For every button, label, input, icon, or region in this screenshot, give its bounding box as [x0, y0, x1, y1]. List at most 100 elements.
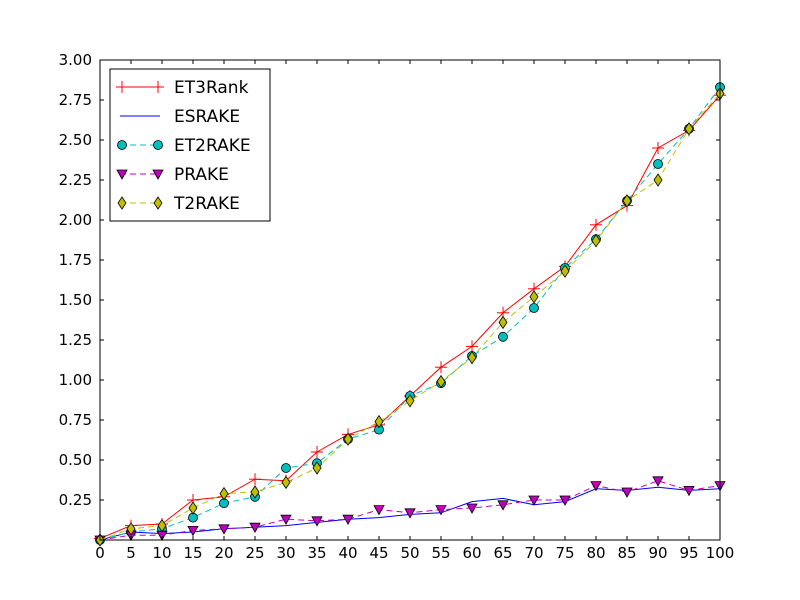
x-tick-label: 65 [493, 544, 512, 562]
x-tick-label: 40 [338, 544, 357, 562]
data-point-t2rake [405, 394, 415, 408]
data-point-prake [559, 495, 571, 506]
y-tick-label: 2.25 [59, 171, 92, 189]
legend-label: PRAKE [174, 165, 229, 185]
data-point-t2rake [126, 522, 136, 536]
legend-item-et3rank: ET3Rank [116, 78, 249, 98]
y-tick-label: 1.50 [59, 291, 92, 309]
y-tick-label: 1.75 [59, 251, 92, 269]
x-tick-label: 35 [307, 544, 326, 562]
x-tick-label: 5 [126, 544, 136, 562]
data-point-et3rank [652, 142, 664, 154]
data-point-t2rake [343, 432, 353, 446]
x-tick-label: 80 [586, 544, 605, 562]
y-tick-label: 0.75 [59, 411, 92, 429]
data-point-prake [249, 522, 261, 534]
data-point-prake [528, 495, 540, 506]
x-tick-label: 85 [617, 544, 636, 562]
data-point-t2rake [250, 485, 260, 499]
legend-item-et2rake: ET2RAKE [117, 136, 251, 156]
data-point-prake [435, 505, 447, 516]
data-point-prake [404, 508, 416, 519]
x-tick-label: 15 [183, 544, 202, 562]
data-point-t2rake [467, 350, 477, 365]
x-tick-label: 10 [152, 544, 171, 562]
legend-label: ET3Rank [174, 78, 249, 98]
data-point-prake [497, 500, 509, 511]
data-point-t2rake [560, 264, 570, 278]
x-tick-label: 60 [462, 544, 481, 562]
legend-marker [117, 196, 127, 210]
x-tick-label: 100 [706, 544, 735, 562]
data-point-prake [683, 485, 695, 497]
series-t2rake [95, 86, 725, 547]
legend-label: ESRAKE [174, 107, 240, 127]
series-line-t2rake [99, 93, 721, 541]
y-tick-label: 1.25 [59, 331, 92, 349]
legend-item-prake: PRAKE [116, 165, 229, 185]
data-point-t2rake [312, 461, 322, 475]
legend-item-esrake: ESRAKE [120, 107, 240, 127]
x-tick-label: 95 [679, 544, 698, 562]
data-point-prake [466, 503, 478, 514]
data-point-et2rake [281, 463, 291, 473]
data-point-t2rake [529, 290, 539, 304]
x-tick-label: 20 [214, 544, 233, 562]
data-point-t2rake [374, 414, 384, 429]
data-point-et2rake [653, 159, 663, 169]
x-tick-label: 25 [245, 544, 264, 562]
y-tick-label: 1.00 [59, 371, 92, 389]
x-tick-label: 30 [276, 544, 295, 562]
legend-label: ET2RAKE [174, 136, 251, 156]
legend-label: T2RAKE [173, 194, 240, 214]
data-point-prake [311, 516, 323, 527]
data-point-t2rake [498, 315, 508, 330]
y-tick-label: 3.00 [59, 51, 92, 69]
data-point-prake [218, 524, 230, 535]
x-tick-label: 70 [524, 544, 543, 562]
data-point-prake [342, 514, 354, 526]
data-point-t2rake [653, 173, 663, 187]
legend-box [109, 68, 271, 222]
data-point-prake [621, 487, 633, 498]
data-point-t2rake [281, 475, 291, 490]
axis-ticks: 0 5 10 15 20 25 30 35 40 45 50 55 60 65 70 75 80 85 90 95 10… [59, 51, 735, 562]
data-point-prake [652, 476, 664, 487]
legend-marker [153, 140, 163, 150]
data-point-t2rake [684, 122, 694, 136]
data-point-et3rank [249, 473, 261, 486]
series-prake [94, 476, 726, 546]
data-point-t2rake [157, 518, 167, 533]
legend-marker [152, 169, 164, 180]
series-layer [94, 82, 726, 547]
legend-item-t2rake: T2RAKE [117, 194, 240, 214]
data-point-prake [590, 481, 602, 492]
data-point-t2rake [188, 501, 198, 515]
x-tick-label: 50 [400, 544, 419, 562]
data-point-et3rank [435, 361, 447, 374]
legend-marker [152, 81, 164, 93]
y-tick-label: 0.50 [59, 451, 92, 469]
x-tick-label: 75 [555, 544, 574, 562]
data-point-t2rake [622, 194, 632, 208]
legend-marker [153, 196, 163, 210]
data-point-et2rake [529, 303, 539, 313]
y-tick-label: 2.50 [59, 131, 92, 149]
x-tick-label: 55 [431, 544, 450, 562]
data-point-prake [373, 505, 385, 516]
legend-marker [116, 169, 128, 180]
x-tick-label: 45 [369, 544, 388, 562]
data-point-t2rake [591, 234, 601, 248]
legend-marker [117, 140, 127, 150]
data-point-prake [280, 514, 292, 526]
data-point-t2rake [436, 374, 446, 389]
data-point-et3rank [311, 446, 323, 458]
y-tick-label: 0.25 [59, 491, 92, 509]
data-point-t2rake [219, 486, 229, 501]
data-point-et2rake [498, 331, 508, 342]
x-tick-label: 0 [95, 544, 105, 562]
legend-marker [116, 81, 128, 93]
data-point-et3rank [466, 340, 478, 353]
y-tick-label: 2.00 [59, 211, 92, 229]
